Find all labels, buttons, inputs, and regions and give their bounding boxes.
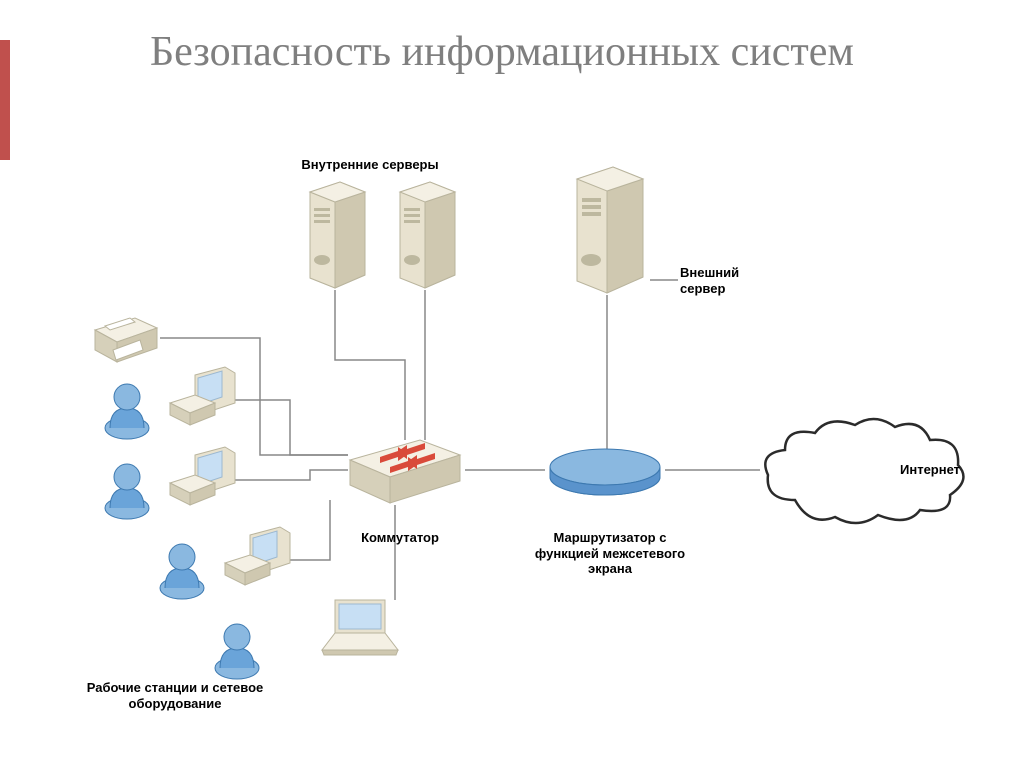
desktop-pc-icon (220, 525, 295, 590)
workstations-label: Рабочие станции и сетевое оборудование (65, 680, 285, 711)
router-icon (545, 445, 665, 500)
external-server-icon (565, 165, 650, 295)
router-label: Маршрутизатор с функцией межсетевого экр… (530, 530, 690, 577)
internet-label: Интернет (900, 462, 990, 478)
user-icon (100, 380, 155, 440)
internal-servers-label: Внутренние серверы (280, 157, 460, 173)
desktop-pc-icon (165, 445, 240, 510)
server-icon (390, 180, 460, 290)
switch-label: Коммутатор (350, 530, 450, 546)
user-icon (100, 460, 155, 520)
network-diagram: Внутренние серверы Внешний сервер Коммут… (0, 0, 1024, 767)
switch-icon (345, 435, 465, 510)
user-icon (210, 620, 265, 680)
printer-icon (85, 310, 165, 370)
laptop-icon (310, 595, 400, 660)
user-icon (155, 540, 210, 600)
server-icon (300, 180, 370, 290)
external-server-label: Внешний сервер (680, 265, 770, 296)
desktop-pc-icon (165, 365, 240, 430)
